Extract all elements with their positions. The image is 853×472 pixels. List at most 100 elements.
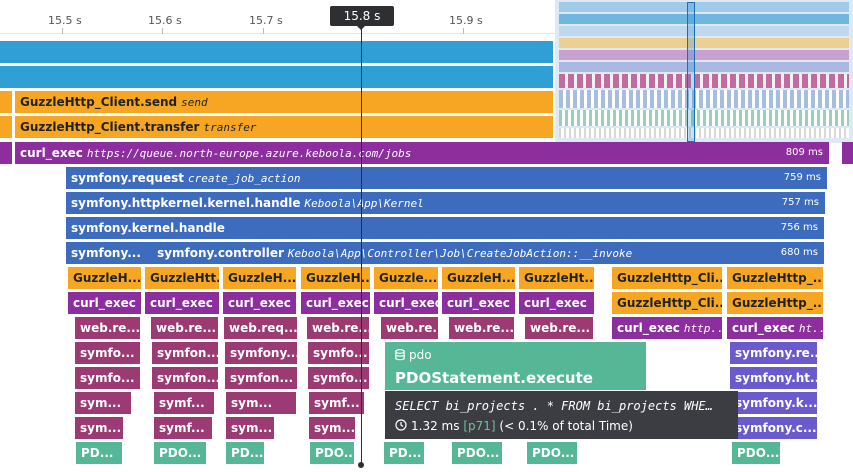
span-symfony[interactable]: symfo...: [308, 342, 369, 364]
span-guzzle[interactable]: GuzzleHttp_Cli...: [612, 267, 722, 289]
tooltip-duration-line: 1.32 ms [p71] (< 0.1% of total Time): [411, 419, 633, 433]
span-web-request[interactable]: web.re...: [449, 317, 514, 339]
span-bar[interactable]: [842, 142, 853, 164]
span-symfony[interactable]: symfo...: [75, 367, 140, 389]
span-name: curl_exec: [20, 146, 83, 160]
span-symfony[interactable]: symfony.c...: [730, 417, 817, 439]
span-symfony[interactable]: symfo...: [75, 342, 140, 364]
span-guzzle[interactable]: GuzzleHttp_...: [727, 292, 823, 314]
span-guzzle[interactable]: GuzzleH...: [301, 267, 370, 289]
span-pdo[interactable]: PDO...: [154, 442, 206, 464]
span-guzzle-transfer[interactable]: GuzzleHttp_Client.transfer transfer: [15, 116, 553, 138]
span-symfony[interactable]: symfony.re...: [730, 342, 817, 364]
span-sub: ht...: [798, 322, 823, 335]
span-symfony-kernel-handle[interactable]: symfony.kernel.handle 756 ms: [66, 217, 824, 239]
span-duration: 809 ms: [785, 147, 823, 158]
minimap-band: [559, 26, 849, 36]
span-symfony[interactable]: sym...: [309, 417, 355, 439]
span-pdo[interactable]: PDO...: [310, 442, 354, 464]
span-web-request[interactable]: web.re...: [381, 317, 438, 339]
span-symfony[interactable]: sym...: [75, 417, 123, 439]
ruler-tick-mark: [62, 28, 63, 34]
span-duration: 680 ms: [780, 247, 818, 258]
span-duration: 756 ms: [780, 222, 818, 233]
span-guzzle[interactable]: GuzzleH...: [68, 267, 141, 289]
span-curl-exec[interactable]: curl_exec https://queue.north-europe.azur…: [15, 142, 829, 164]
span-guzzle[interactable]: GuzzleH...: [442, 267, 515, 289]
span-guzzle[interactable]: GuzzleHt...: [519, 267, 594, 289]
span-sub: create_job_action: [187, 172, 301, 185]
span-web-request[interactable]: web.re...: [75, 317, 140, 339]
minimap-viewport-handle[interactable]: [687, 2, 695, 142]
ruler-tick: 15.6 s: [148, 14, 182, 27]
span-pdo[interactable]: PD...: [76, 442, 122, 464]
span-web-request[interactable]: web.re...: [307, 317, 369, 339]
ruler-tick-mark: [263, 28, 264, 34]
span-curl[interactable]: curl_exec: [223, 292, 296, 314]
span-symfony[interactable]: symfon...: [152, 342, 218, 364]
span-pdo[interactable]: PDO...: [527, 442, 577, 464]
span-symfony[interactable]: symfon...: [152, 367, 218, 389]
span-symfony[interactable]: symfo...: [308, 367, 369, 389]
span-name: curl_exec: [732, 321, 795, 335]
span-sub: https://queue.north-europe.azure.keboola…: [86, 147, 412, 160]
span-curl[interactable]: curl_exec: [442, 292, 515, 314]
span-symfony[interactable]: sym...: [226, 392, 296, 414]
span-kernel-handle[interactable]: symfony.httpkernel.kernel.handle Keboola\…: [66, 192, 825, 214]
clock-icon: [395, 419, 407, 431]
span-symfony[interactable]: symf...: [154, 417, 212, 439]
span-pdo[interactable]: PDO...: [732, 442, 780, 464]
time-cursor-dot[interactable]: [358, 462, 364, 468]
span-symfony[interactable]: symf...: [154, 392, 214, 414]
span-bar[interactable]: [0, 142, 12, 164]
span-name: symfony.controller: [157, 246, 284, 260]
span-symfony[interactable]: symf...: [309, 392, 364, 414]
span-bar[interactable]: [0, 116, 12, 138]
span-curl[interactable]: curl_exec: [374, 292, 438, 314]
span-sub: http...: [683, 322, 722, 335]
span-curl[interactable]: curl_exec: [68, 292, 141, 314]
span-sub: Keboola\App\Kernel: [304, 197, 424, 210]
span-symfony[interactable]: symfon...: [225, 367, 297, 389]
span-curl[interactable]: curl_exec: [519, 292, 594, 314]
span-symfony-request[interactable]: symfony.request create_job_action 759 ms: [66, 167, 827, 189]
span-bar[interactable]: [0, 91, 12, 113]
span-guzzle[interactable]: GuzzleHttp_Cli...: [612, 292, 722, 314]
span-pdo[interactable]: PD...: [226, 442, 264, 464]
cursor-time-caret: [356, 25, 366, 30]
span-symfony[interactable]: sym...: [226, 417, 274, 439]
span-duration: 757 ms: [781, 197, 819, 208]
span-guzzle[interactable]: Guzzle...: [374, 267, 438, 289]
span-curl[interactable]: curl_exec: [301, 292, 370, 314]
tooltip-query: SELECT bi_projects . * FROM bi_projects …: [395, 399, 713, 413]
span-guzzle[interactable]: GuzzleHttp_...: [727, 267, 823, 289]
span-sub: send: [181, 96, 208, 109]
span-symfony[interactable]: sym...: [75, 392, 131, 414]
span-symfony[interactable]: symfony...: [225, 342, 297, 364]
span-guzzle-send[interactable]: GuzzleHttp_Client.send send: [15, 91, 553, 113]
span-web-request[interactable]: web.req...: [224, 317, 297, 339]
span-curl[interactable]: curl_exec: [145, 292, 219, 314]
span-symfony-controller[interactable]: symfony... symfony.controller Keboola\App…: [66, 242, 824, 264]
minimap-band: [559, 110, 849, 126]
cursor-time-badge: 15.8 s: [330, 6, 394, 26]
span-web-request[interactable]: web.re...: [525, 317, 593, 339]
span-name: curl_exec: [617, 321, 680, 335]
span-guzzle[interactable]: GuzzleHtt...: [145, 267, 219, 289]
span-pdo[interactable]: PD...: [384, 442, 424, 464]
span-bar[interactable]: [0, 66, 553, 88]
ruler-tick: 15.7 s: [249, 14, 283, 27]
minimap[interactable]: [555, 0, 853, 143]
span-web-request[interactable]: web.re...: [151, 317, 218, 339]
time-cursor-line[interactable]: [361, 26, 362, 466]
span-symfony[interactable]: symfony.ht...: [730, 367, 817, 389]
minimap-band: [559, 90, 849, 108]
span-guzzle[interactable]: GuzzleH...: [223, 267, 296, 289]
span-bar[interactable]: [0, 41, 553, 63]
span-pdo[interactable]: PDO...: [452, 442, 502, 464]
span-tooltip-body: SELECT bi_projects . * FROM bi_projects …: [385, 391, 738, 439]
span-name: GuzzleHttp_Client.send: [20, 95, 178, 109]
span-symfony[interactable]: symfony.k...: [730, 392, 817, 414]
